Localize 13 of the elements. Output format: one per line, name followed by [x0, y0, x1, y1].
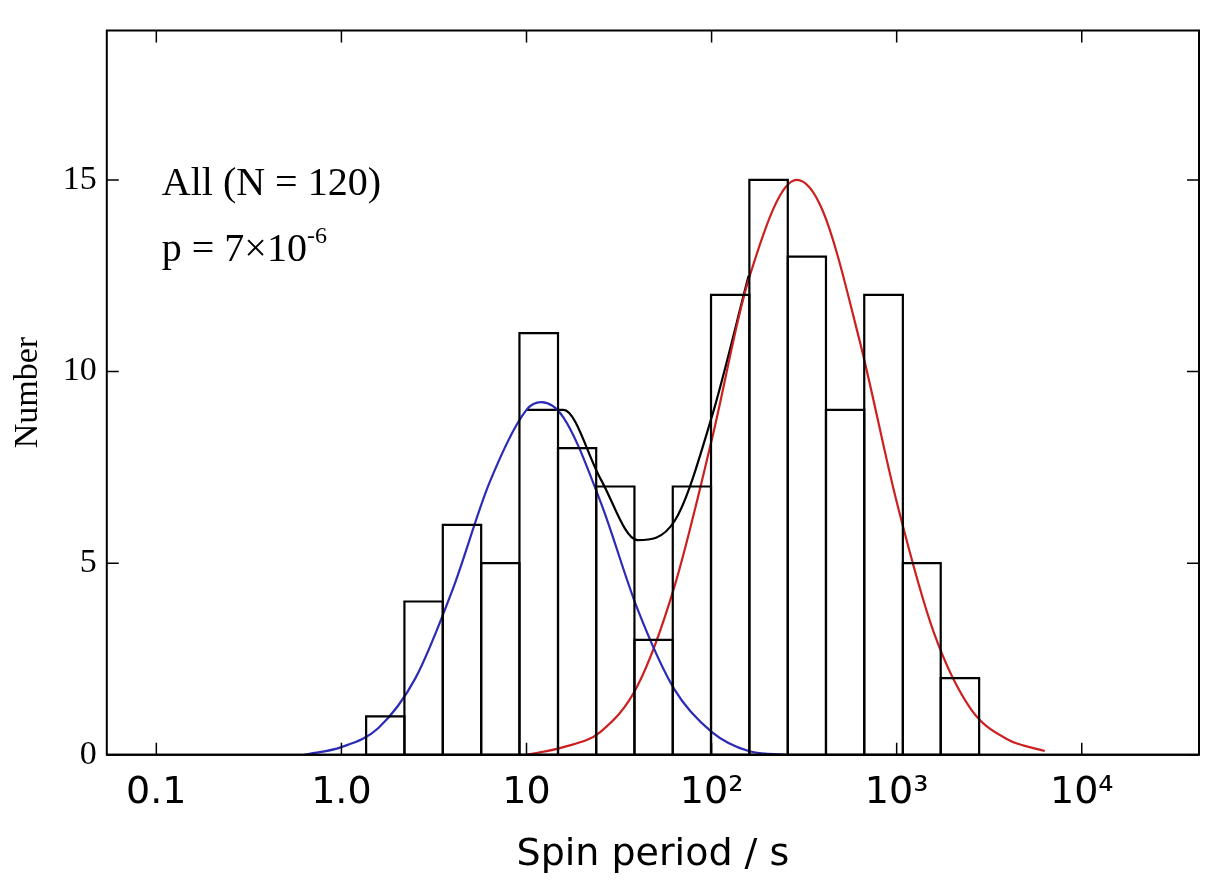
y-tick-label: 15 — [62, 158, 97, 196]
y-axis-title: Number — [7, 336, 45, 449]
x-tick-label: 10 — [502, 768, 551, 813]
x-tick-label: 10⁴ — [1049, 768, 1114, 813]
x-tick-label: 10² — [679, 768, 744, 813]
y-tick-label: 0 — [79, 733, 97, 771]
x-axis-title: Spin period / s — [516, 830, 790, 875]
x-tick-label: 10³ — [864, 768, 929, 813]
annotation: All (N = 120) — [161, 159, 381, 205]
x-tick-label: 1.0 — [311, 768, 372, 813]
x-tick-label: 0.1 — [126, 768, 187, 813]
y-tick-label: 10 — [62, 350, 97, 388]
y-tick-label: 5 — [79, 542, 97, 580]
